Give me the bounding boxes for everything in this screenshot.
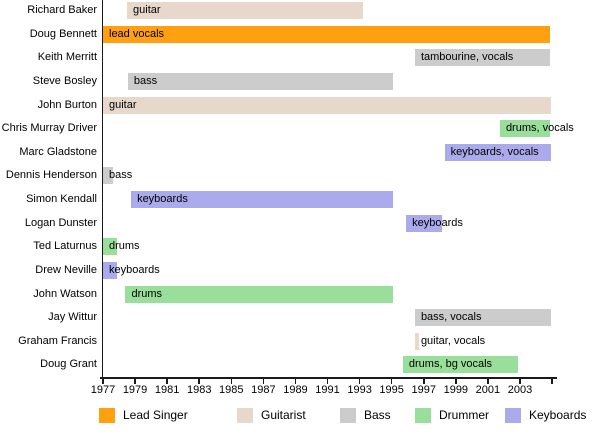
member-bar-drummer: drums [125, 285, 394, 303]
x-axis-tick [294, 378, 297, 384]
member-name-label: Chris Murray Driver [1, 122, 97, 135]
x-axis-tick [134, 378, 136, 384]
bar-role-label: lead vocals [109, 27, 165, 40]
bar-role-label: keyboards [109, 263, 160, 276]
x-axis-end-tick [551, 378, 553, 384]
bar-role-label: keyboards [137, 193, 188, 205]
member-bar-keyboards: keyboards [103, 261, 160, 279]
x-axis-tick-label: 1991 [315, 384, 340, 396]
member-name-label: Doug Grant [40, 358, 97, 371]
bar-role-label: drums [131, 287, 163, 300]
x-axis-tick [102, 378, 104, 384]
member-bar-bass: tambourine, vocals [414, 49, 551, 67]
x-axis-tick-label: 1999 [443, 384, 469, 396]
member-bar-drummer: drums [103, 238, 140, 256]
x-axis-tick [262, 378, 265, 384]
legend-swatch-lead_singer [99, 408, 115, 423]
legend-label-drummer: Drummer [439, 408, 489, 422]
bar-role-label: drums [109, 240, 140, 253]
bar-role-label: guitar [133, 4, 161, 16]
member-name-label: Ted Laturnus [33, 240, 97, 253]
x-axis-tick [519, 378, 521, 384]
bar-role-label: keyboards, vocals [450, 145, 539, 158]
x-axis-tick-label: 1997 [411, 384, 436, 396]
member-bar-keyboards: keyboards, vocals [444, 143, 552, 161]
bar-role-label: keyboards [412, 216, 463, 229]
x-axis-tick [390, 378, 393, 384]
x-axis-tick-label: 1995 [379, 384, 404, 396]
bar-role-label: bass, vocals [420, 311, 482, 324]
x-axis-tick-label: 1993 [347, 384, 372, 396]
member-name-label: Keith Merritt [37, 51, 97, 64]
member-bar-guitarist: guitar, vocals [414, 332, 485, 350]
bar-role-label: guitar [109, 98, 137, 111]
member-name-label: Steve Bosley [32, 74, 97, 87]
x-axis-tick [230, 378, 233, 384]
member-name-label: John Burton [37, 98, 97, 111]
member-bar-keyboards: keyboards [406, 214, 463, 232]
x-axis-tick [198, 378, 200, 384]
x-axis-tick-label: 1989 [283, 384, 308, 396]
member-name-label: Drew Neville [35, 263, 97, 276]
x-axis-tick-label: 1977 [90, 384, 116, 396]
x-axis-tick-label: 1987 [251, 384, 276, 396]
member-bar-guitarist: guitar [127, 2, 363, 19]
legend-swatch-drummer [415, 408, 431, 423]
legend-label-keyboards: Keyboards [529, 408, 587, 422]
x-axis-tick [487, 378, 489, 384]
legend-swatch-keyboards [505, 408, 521, 423]
member-bar-bass: bass [127, 72, 394, 90]
x-axis-tick-label: 2001 [475, 384, 501, 396]
member-bar-drummer: drums, vocals [499, 120, 574, 138]
member-name-label: Dennis Henderson [5, 169, 97, 182]
member-bar-drummer: drums, bg vocals [402, 356, 519, 374]
bar-role-label: bass [109, 169, 133, 182]
bar-role-label: bass [133, 74, 158, 87]
member-name-label: Marc Gladstone [19, 145, 97, 158]
member-bar-bass: bass [103, 167, 132, 185]
legend-swatch-guitarist [237, 408, 253, 423]
member-name-label: Simon Kendall [26, 193, 97, 205]
member-bar-keyboards: keyboards [131, 191, 394, 208]
legend-swatch-bass [340, 408, 356, 423]
legend-label-bass: Bass [364, 408, 391, 422]
x-axis-tick [358, 378, 361, 384]
bar-role-label: guitar, vocals [420, 334, 486, 347]
member-name-label: Richard Baker [27, 4, 97, 16]
bar-role-label: drums, bg vocals [408, 358, 493, 371]
y-axis-line [101, 0, 103, 378]
x-axis-tick-label: 1983 [186, 384, 212, 396]
member-name-label: Doug Bennett [29, 27, 97, 40]
member-name-label: Logan Dunster [24, 216, 97, 229]
bar-role-label: drums, vocals [505, 122, 574, 135]
member-name-label: Graham Francis [18, 334, 97, 347]
member-bar-bass: bass, vocals [414, 309, 552, 327]
member-bar-guitarist: guitar [103, 96, 552, 114]
member-name-label: Jay Wittur [48, 311, 97, 324]
member-bar-lead_singer: lead vocals [103, 25, 551, 43]
x-axis-tick [455, 378, 457, 384]
x-axis-tick-label: 1985 [219, 384, 244, 396]
x-axis-tick [166, 378, 168, 384]
x-axis-line [100, 377, 557, 379]
bar-role-label: tambourine, vocals [420, 51, 514, 64]
legend-label-guitarist: Guitarist [261, 408, 306, 422]
x-axis-tick-label: 1979 [122, 384, 148, 396]
x-axis-tick [326, 378, 329, 384]
legend-label-lead_singer: Lead Singer [123, 408, 188, 422]
member-name-label: John Watson [33, 287, 97, 300]
x-axis-tick-label: 1981 [154, 384, 180, 396]
x-axis-tick [423, 378, 425, 384]
x-axis-tick-label: 2003 [507, 384, 533, 396]
